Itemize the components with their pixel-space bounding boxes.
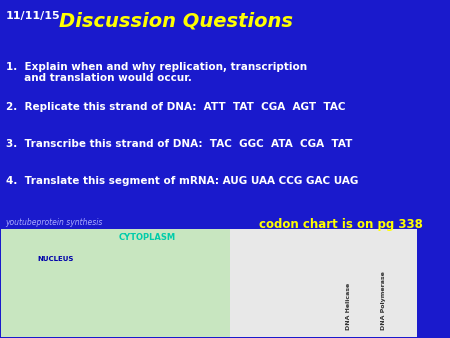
Text: DNA Helicase: DNA Helicase <box>346 283 351 330</box>
Text: 11/11/15: 11/11/15 <box>5 11 60 21</box>
Text: 3.  Transcribe this strand of DNA:  TAC  GGC  ATA  CGA  TAT: 3. Transcribe this strand of DNA: TAC GG… <box>5 139 352 149</box>
Text: NUCLEUS: NUCLEUS <box>37 256 74 262</box>
Text: Discussion Questions: Discussion Questions <box>59 11 293 30</box>
Text: 4.  Translate this segment of mRNA: AUG UAA CCG GAC UAG: 4. Translate this segment of mRNA: AUG U… <box>5 176 358 186</box>
Text: youtubeprotein synthesis: youtubeprotein synthesis <box>5 218 103 226</box>
FancyBboxPatch shape <box>230 230 417 337</box>
Text: 1.  Explain when and why replication, transcription
     and translation would o: 1. Explain when and why replication, tra… <box>5 62 306 83</box>
Text: CYTOPLASM: CYTOPLASM <box>118 233 176 242</box>
Text: DNA Polymerase: DNA Polymerase <box>382 271 387 330</box>
Text: 2.  Replicate this strand of DNA:  ATT  TAT  CGA  AGT  TAC: 2. Replicate this strand of DNA: ATT TAT… <box>5 102 345 112</box>
Text: codon chart is on pg 338: codon chart is on pg 338 <box>259 218 423 231</box>
FancyBboxPatch shape <box>1 230 230 337</box>
